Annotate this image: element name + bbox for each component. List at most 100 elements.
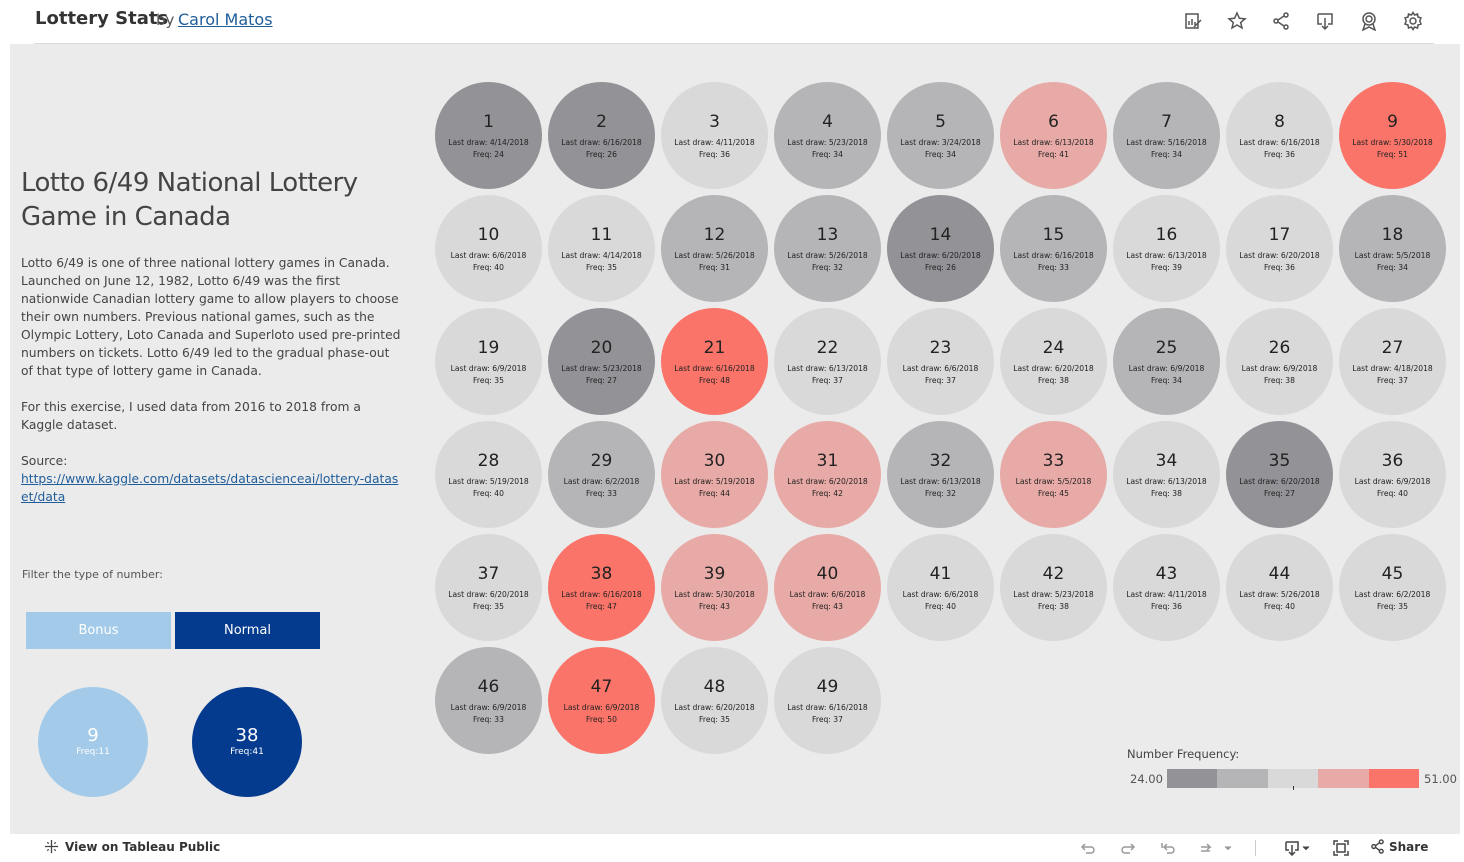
number-ball-49[interactable]: 49 Last draw: 6/16/2018 Freq: 37 bbox=[774, 647, 881, 754]
ball-number: 48 bbox=[703, 677, 726, 697]
number-ball-48[interactable]: 48 Last draw: 6/20/2018 Freq: 35 bbox=[661, 647, 768, 754]
normal-summary-circle[interactable]: 38 Freq:41 bbox=[192, 687, 302, 797]
header-divider bbox=[34, 43, 1434, 44]
source-link[interactable]: https://www.kaggle.com/datasets/datascie… bbox=[21, 472, 399, 504]
number-ball-7[interactable]: 7 Last draw: 5/16/2018 Freq: 34 bbox=[1113, 82, 1220, 189]
ball-number: 34 bbox=[1155, 451, 1178, 471]
number-ball-14[interactable]: 14 Last draw: 6/20/2018 Freq: 26 bbox=[887, 195, 994, 302]
ball-last-draw: Last draw: 6/20/2018 bbox=[787, 477, 868, 486]
bonus-filter-button[interactable]: Bonus bbox=[26, 612, 171, 649]
number-ball-43[interactable]: 43 Last draw: 4/11/2018 Freq: 36 bbox=[1113, 534, 1220, 641]
view-on-tableau-link[interactable]: View on Tableau Public bbox=[44, 839, 220, 854]
number-ball-1[interactable]: 1 Last draw: 4/14/2018 Freq: 24 bbox=[435, 82, 542, 189]
number-ball-21[interactable]: 21 Last draw: 6/16/2018 Freq: 48 bbox=[661, 308, 768, 415]
share-nodes-icon[interactable] bbox=[1269, 9, 1293, 33]
ball-number: 41 bbox=[929, 564, 952, 584]
number-ball-42[interactable]: 42 Last draw: 5/23/2018 Freq: 38 bbox=[1000, 534, 1107, 641]
number-ball-33[interactable]: 33 Last draw: 5/5/2018 Freq: 45 bbox=[1000, 421, 1107, 528]
fullscreen-icon[interactable] bbox=[1331, 839, 1351, 857]
number-ball-12[interactable]: 12 Last draw: 5/26/2018 Freq: 31 bbox=[661, 195, 768, 302]
ball-last-draw: Last draw: 6/2/2018 bbox=[563, 477, 640, 486]
chevron-down-icon[interactable] bbox=[1300, 839, 1312, 857]
number-ball-47[interactable]: 47 Last draw: 6/9/2018 Freq: 50 bbox=[548, 647, 655, 754]
ball-last-draw: Last draw: 3/24/2018 bbox=[900, 138, 981, 147]
number-ball-20[interactable]: 20 Last draw: 5/23/2018 Freq: 27 bbox=[548, 308, 655, 415]
number-ball-27[interactable]: 27 Last draw: 4/18/2018 Freq: 37 bbox=[1339, 308, 1446, 415]
ball-last-draw: Last draw: 6/16/2018 bbox=[674, 364, 755, 373]
number-ball-11[interactable]: 11 Last draw: 4/14/2018 Freq: 35 bbox=[548, 195, 655, 302]
number-ball-17[interactable]: 17 Last draw: 6/20/2018 Freq: 36 bbox=[1226, 195, 1333, 302]
badge-icon[interactable] bbox=[1357, 9, 1381, 33]
refresh-icon[interactable] bbox=[1196, 839, 1216, 857]
number-ball-23[interactable]: 23 Last draw: 6/6/2018 Freq: 37 bbox=[887, 308, 994, 415]
number-ball-25[interactable]: 25 Last draw: 6/9/2018 Freq: 34 bbox=[1113, 308, 1220, 415]
number-ball-36[interactable]: 36 Last draw: 6/9/2018 Freq: 40 bbox=[1339, 421, 1446, 528]
by-label: by bbox=[156, 11, 175, 29]
number-ball-44[interactable]: 44 Last draw: 5/26/2018 Freq: 40 bbox=[1226, 534, 1333, 641]
ball-last-draw: Last draw: 6/9/2018 bbox=[1241, 364, 1318, 373]
number-ball-38[interactable]: 38 Last draw: 6/16/2018 Freq: 47 bbox=[548, 534, 655, 641]
revert-icon[interactable] bbox=[1158, 839, 1178, 857]
number-ball-40[interactable]: 40 Last draw: 6/6/2018 Freq: 43 bbox=[774, 534, 881, 641]
number-ball-28[interactable]: 28 Last draw: 5/19/2018 Freq: 40 bbox=[435, 421, 542, 528]
number-ball-34[interactable]: 34 Last draw: 6/13/2018 Freq: 38 bbox=[1113, 421, 1220, 528]
ball-frequency: Freq: 44 bbox=[699, 489, 730, 498]
number-ball-24[interactable]: 24 Last draw: 6/20/2018 Freq: 38 bbox=[1000, 308, 1107, 415]
number-ball-9[interactable]: 9 Last draw: 5/30/2018 Freq: 51 bbox=[1339, 82, 1446, 189]
view-on-tableau-label: View on Tableau Public bbox=[65, 839, 221, 854]
ball-frequency: Freq: 32 bbox=[925, 489, 956, 498]
ball-number: 38 bbox=[590, 564, 613, 584]
ball-last-draw: Last draw: 6/20/2018 bbox=[448, 590, 529, 599]
bonus-summary-freq: Freq:11 bbox=[76, 747, 110, 757]
download-icon[interactable] bbox=[1313, 9, 1337, 33]
number-ball-3[interactable]: 3 Last draw: 4/11/2018 Freq: 36 bbox=[661, 82, 768, 189]
number-ball-15[interactable]: 15 Last draw: 6/16/2018 Freq: 33 bbox=[1000, 195, 1107, 302]
number-ball-30[interactable]: 30 Last draw: 5/19/2018 Freq: 44 bbox=[661, 421, 768, 528]
ball-last-draw: Last draw: 6/13/2018 bbox=[1126, 477, 1207, 486]
ball-last-draw: Last draw: 6/16/2018 bbox=[561, 138, 642, 147]
number-ball-45[interactable]: 45 Last draw: 6/2/2018 Freq: 35 bbox=[1339, 534, 1446, 641]
download-icon[interactable] bbox=[1282, 839, 1302, 857]
chevron-down-icon[interactable] bbox=[1222, 839, 1234, 857]
number-ball-41[interactable]: 41 Last draw: 6/6/2018 Freq: 40 bbox=[887, 534, 994, 641]
ball-frequency: Freq: 35 bbox=[473, 376, 504, 385]
number-ball-2[interactable]: 2 Last draw: 6/16/2018 Freq: 26 bbox=[548, 82, 655, 189]
number-ball-35[interactable]: 35 Last draw: 6/20/2018 Freq: 27 bbox=[1226, 421, 1333, 528]
number-ball-10[interactable]: 10 Last draw: 6/6/2018 Freq: 40 bbox=[435, 195, 542, 302]
number-ball-4[interactable]: 4 Last draw: 5/23/2018 Freq: 34 bbox=[774, 82, 881, 189]
number-ball-31[interactable]: 31 Last draw: 6/20/2018 Freq: 42 bbox=[774, 421, 881, 528]
redo-icon[interactable] bbox=[1118, 839, 1138, 857]
ball-last-draw: Last draw: 5/30/2018 bbox=[674, 590, 755, 599]
number-ball-19[interactable]: 19 Last draw: 6/9/2018 Freq: 35 bbox=[435, 308, 542, 415]
undo-icon[interactable] bbox=[1078, 839, 1098, 857]
ball-number: 17 bbox=[1268, 225, 1291, 245]
ball-last-draw: Last draw: 5/16/2018 bbox=[1126, 138, 1207, 147]
number-ball-46[interactable]: 46 Last draw: 6/9/2018 Freq: 33 bbox=[435, 647, 542, 754]
edit-icon[interactable] bbox=[1181, 9, 1205, 33]
number-ball-32[interactable]: 32 Last draw: 6/13/2018 Freq: 32 bbox=[887, 421, 994, 528]
ball-number: 10 bbox=[477, 225, 500, 245]
gear-icon[interactable] bbox=[1401, 9, 1425, 33]
number-ball-37[interactable]: 37 Last draw: 6/20/2018 Freq: 35 bbox=[435, 534, 542, 641]
star-icon[interactable] bbox=[1225, 9, 1249, 33]
number-ball-13[interactable]: 13 Last draw: 5/26/2018 Freq: 32 bbox=[774, 195, 881, 302]
author-link[interactable]: Carol Matos bbox=[178, 10, 273, 29]
number-ball-5[interactable]: 5 Last draw: 3/24/2018 Freq: 34 bbox=[887, 82, 994, 189]
ball-number: 23 bbox=[929, 338, 952, 358]
share-button[interactable]: Share bbox=[1370, 839, 1428, 854]
number-ball-6[interactable]: 6 Last draw: 6/13/2018 Freq: 41 bbox=[1000, 82, 1107, 189]
ball-number: 13 bbox=[816, 225, 839, 245]
number-ball-16[interactable]: 16 Last draw: 6/13/2018 Freq: 39 bbox=[1113, 195, 1220, 302]
number-ball-8[interactable]: 8 Last draw: 6/16/2018 Freq: 36 bbox=[1226, 82, 1333, 189]
number-ball-22[interactable]: 22 Last draw: 6/13/2018 Freq: 37 bbox=[774, 308, 881, 415]
normal-filter-button[interactable]: Normal bbox=[175, 612, 320, 649]
number-ball-29[interactable]: 29 Last draw: 6/2/2018 Freq: 33 bbox=[548, 421, 655, 528]
ball-number: 15 bbox=[1042, 225, 1065, 245]
bonus-summary-circle[interactable]: 9 Freq:11 bbox=[38, 687, 148, 797]
number-ball-39[interactable]: 39 Last draw: 5/30/2018 Freq: 43 bbox=[661, 534, 768, 641]
legend-swatch-dark-gray bbox=[1167, 769, 1218, 788]
number-ball-26[interactable]: 26 Last draw: 6/9/2018 Freq: 38 bbox=[1226, 308, 1333, 415]
game-title: Lotto 6/49 National Lottery Game in Cana… bbox=[21, 168, 358, 232]
number-ball-18[interactable]: 18 Last draw: 5/5/2018 Freq: 34 bbox=[1339, 195, 1446, 302]
ball-frequency: Freq: 37 bbox=[812, 376, 843, 385]
